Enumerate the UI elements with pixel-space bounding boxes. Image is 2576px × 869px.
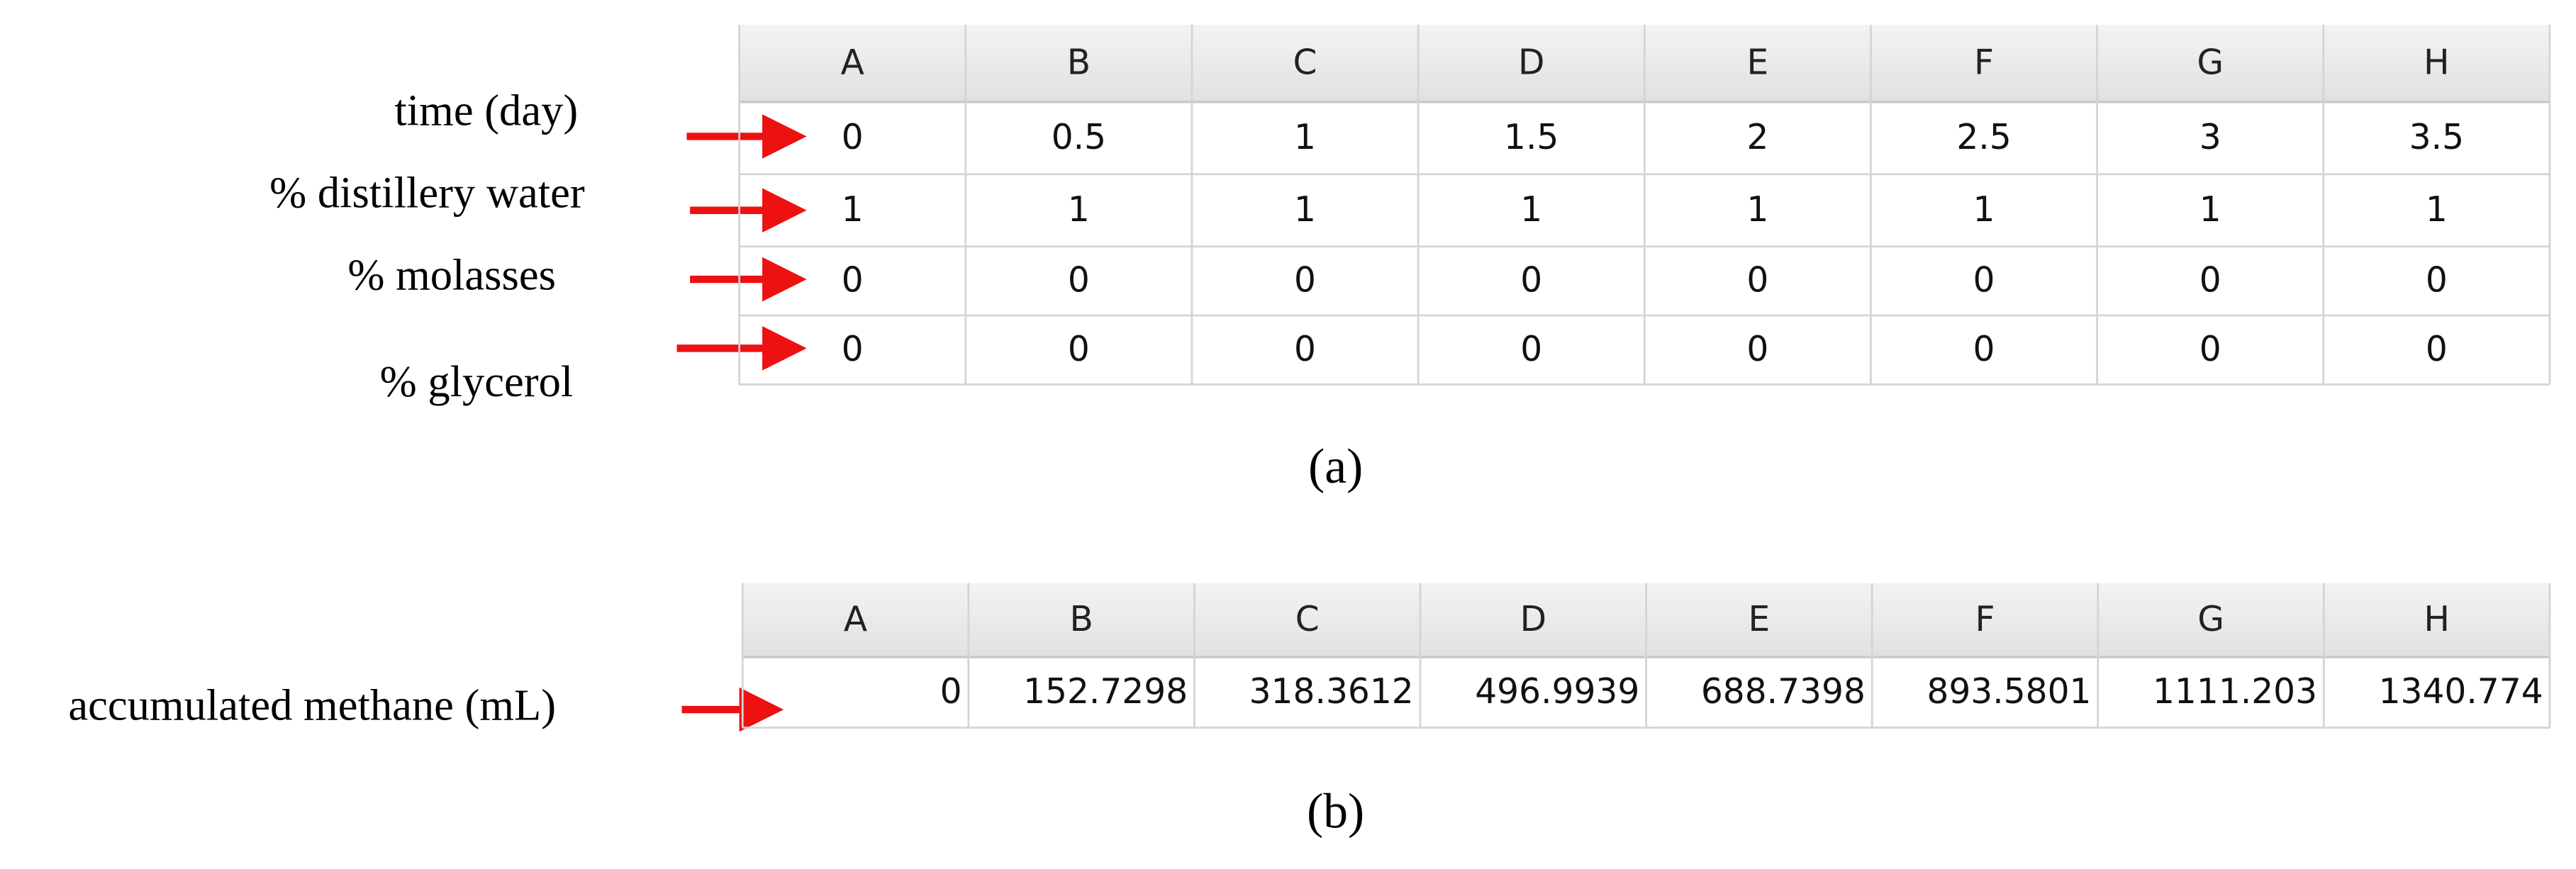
cell: 2: [1746, 118, 1768, 157]
caption: (a): [1308, 439, 1363, 494]
cell: 0: [2426, 330, 2448, 369]
column-header: G: [2197, 43, 2224, 83]
cell: 496.9939: [1475, 672, 1639, 712]
column-header: B: [1069, 600, 1093, 639]
column-header: D: [1518, 43, 1544, 83]
cell: 1111.203: [2153, 672, 2317, 712]
column-header: E: [1749, 600, 1771, 639]
cell: 0.5: [1052, 118, 1106, 157]
cell: 0: [1973, 330, 1995, 369]
cell: 0: [1068, 261, 1090, 301]
cell: 1: [1520, 190, 1542, 230]
cell: 0: [1294, 330, 1316, 369]
cell: 0: [1294, 261, 1316, 301]
cell: 3: [2199, 118, 2221, 157]
caption: (b): [1307, 785, 1364, 839]
cell: 0: [1520, 261, 1542, 301]
row-label: % molasses: [347, 250, 556, 299]
row-label: time (day): [394, 86, 578, 135]
cell: 318.3612: [1249, 672, 1414, 712]
column-header: F: [1974, 43, 1994, 83]
cell: 1: [1973, 190, 1995, 230]
cell: 0: [2199, 261, 2221, 301]
column-header: A: [844, 600, 867, 639]
cell: 1: [842, 190, 864, 230]
cell: 1: [2426, 190, 2448, 230]
cell: 0: [940, 672, 962, 712]
column-header: A: [841, 43, 864, 83]
cell: 1: [1746, 190, 1768, 230]
column-header: D: [1520, 600, 1546, 639]
column-header: C: [1295, 600, 1320, 639]
row-label: accumulated methane (mL): [68, 680, 556, 729]
cell: 1340.774: [2379, 672, 2543, 712]
row-label: % distillery water: [269, 168, 585, 218]
cell: 0: [1520, 330, 1542, 369]
cell: 0: [2199, 330, 2221, 369]
cell: 0: [1068, 330, 1090, 369]
column-header: H: [2424, 43, 2450, 83]
cell: 1: [1294, 190, 1316, 230]
column-header: C: [1293, 43, 1317, 83]
cell: 1: [2199, 190, 2221, 230]
cell: 688.7398: [1701, 672, 1866, 712]
cell: 3.5: [2409, 118, 2464, 157]
column-header: B: [1067, 43, 1091, 83]
cell: 1: [1068, 190, 1090, 230]
cell: 0: [842, 261, 864, 301]
cell: 1: [1294, 118, 1316, 157]
cell: 152.7298: [1023, 672, 1188, 712]
cell: 2.5: [1956, 118, 2011, 157]
column-header: F: [1975, 600, 1995, 639]
row-label: % glycerol: [380, 357, 574, 406]
cell: 0: [1746, 330, 1768, 369]
column-header: G: [2197, 600, 2224, 639]
cell: 0: [1973, 261, 1995, 301]
cell: 0: [842, 330, 864, 369]
cell: 0: [842, 118, 864, 157]
cell: 1.5: [1504, 118, 1559, 157]
cell: 0: [1746, 261, 1768, 301]
column-header: E: [1746, 43, 1768, 83]
cell: 0: [2426, 261, 2448, 301]
column-header: H: [2424, 600, 2450, 639]
cell: 893.5801: [1927, 672, 2091, 712]
